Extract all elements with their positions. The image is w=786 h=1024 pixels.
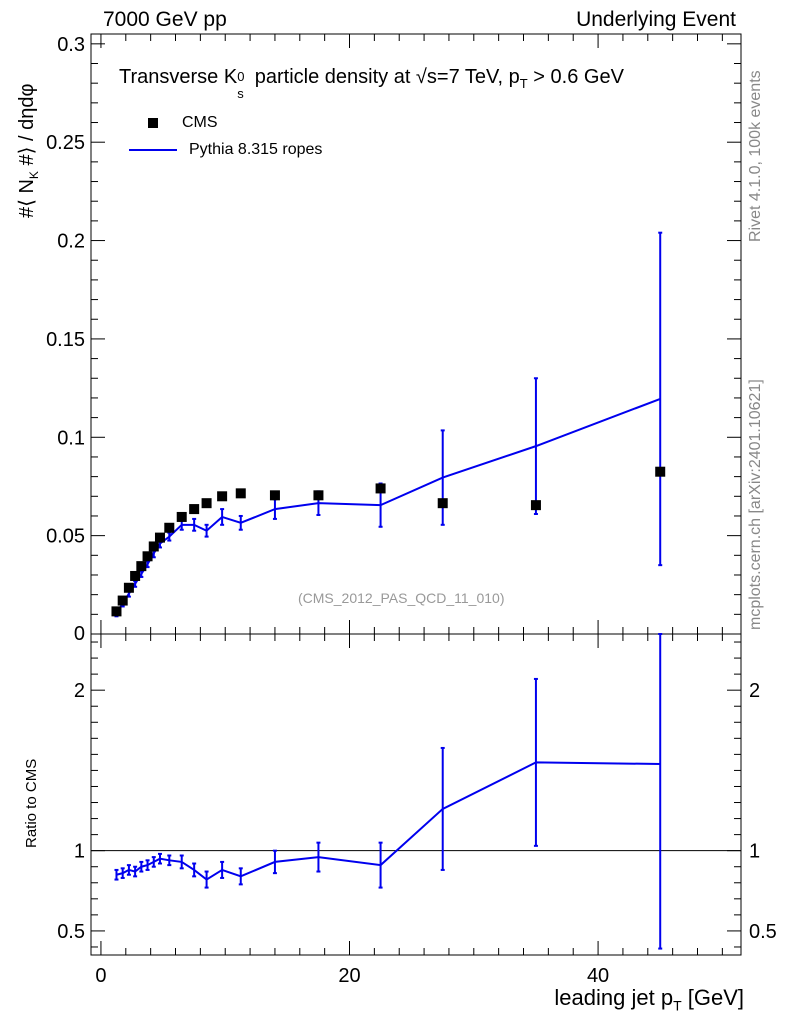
- rivet-label: Rivet 4.1.0, 100k events: [747, 70, 764, 242]
- cms-data-point: [201, 498, 212, 509]
- cms-data-point: [189, 504, 200, 515]
- y-tick-label: 0.2: [57, 231, 85, 253]
- ratio-panel: 0 20 40 0.5 0.5 1 1 2 2: [57, 633, 777, 987]
- x-tick-label: 40: [587, 965, 609, 987]
- mc-series-line: [115, 397, 661, 614]
- cms-data-point: [437, 498, 448, 509]
- cms-data-point: [269, 490, 280, 501]
- title-part-main: Transverse K: [119, 66, 238, 88]
- y-tick-label: 0.05: [46, 526, 85, 548]
- x-tick-label: 0: [95, 965, 106, 987]
- main-y-axis-label: #⟨ NK #⟩ / dηdφ: [16, 83, 41, 218]
- main-panel: 0.05 0.1 0.15 0.2 0.25 0.3 0: [46, 33, 742, 645]
- title-part-tail: > 0.6 GeV: [527, 66, 624, 88]
- ratio-frame-box: [90, 633, 742, 956]
- title-sup: 0: [237, 69, 245, 84]
- cms-data-point: [164, 522, 175, 533]
- category-label: Underlying Event: [576, 8, 736, 31]
- cms-data-point: [235, 488, 246, 499]
- cms-data-point: [655, 466, 666, 477]
- ratio-y-tick-label: 0.5: [57, 921, 85, 943]
- legend-label-mc: Pythia 8.315 ropes: [189, 141, 323, 158]
- legend-label-cms: CMS: [182, 114, 218, 131]
- cms-data-point: [123, 582, 134, 593]
- ratio-y-tick-label-right: 1: [749, 841, 760, 863]
- cms-data-point: [313, 490, 324, 501]
- y-tick-label: 0.15: [46, 329, 85, 351]
- title-sub: s: [237, 86, 244, 101]
- y-tick-label: 0: [74, 623, 85, 645]
- cms-data-point: [142, 551, 153, 562]
- x-axis-label: leading jet pT [GeV]: [554, 985, 744, 1014]
- cms-data-point: [530, 500, 541, 511]
- ratio-y-tick-label-right: 0.5: [749, 921, 777, 943]
- cms-data-point: [117, 595, 128, 606]
- legend-item-mc: Pythia 8.315 ropes: [129, 141, 322, 159]
- analysis-watermark: (CMS_2012_PAS_QCD_11_010): [298, 590, 505, 606]
- ratio-y-tick-label: 1: [74, 841, 85, 863]
- x-tick-label: 20: [338, 965, 360, 987]
- legend-marker-square: [148, 118, 158, 128]
- energy-label: 7000 GeV pp: [103, 8, 227, 31]
- y-tick-label: 0.1: [57, 427, 85, 449]
- cms-data-point: [375, 483, 386, 494]
- ratio-y-tick-label: 2: [74, 680, 85, 702]
- title-sub2: T: [519, 76, 528, 91]
- legend-marker-line: [129, 149, 177, 151]
- legend-item-cms: CMS: [148, 114, 218, 132]
- ratio-y-axis-label: Ratio to CMS: [23, 758, 40, 848]
- cms-data-point: [130, 570, 141, 581]
- cms-data-point: [154, 532, 165, 543]
- mcplots-label: mcplots.cern.ch [arXiv:2401.10621]: [747, 379, 764, 630]
- y-tick-label: 0.25: [46, 132, 85, 154]
- y-tick-label: 0.3: [57, 34, 85, 56]
- cms-data-point: [148, 541, 159, 552]
- cms-data-point: [111, 606, 122, 617]
- ratio-y-tick-label-right: 2: [749, 680, 760, 702]
- cms-data-point: [176, 511, 187, 522]
- title-part-rest: particle density at √s=7 TeV, p: [249, 66, 520, 88]
- cms-data-point: [217, 491, 228, 502]
- ratio-series-line: [116, 761, 661, 881]
- cms-data-point: [136, 561, 147, 572]
